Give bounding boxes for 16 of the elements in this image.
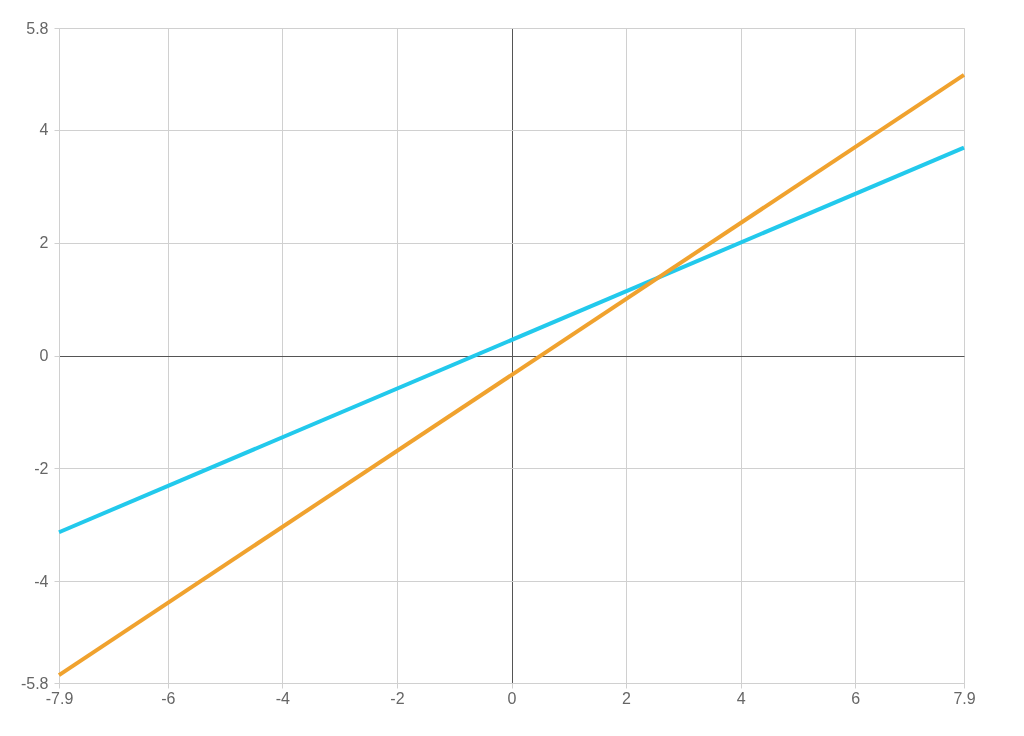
x-tick-label: 0 [507,689,517,707]
y-tick-label: 5.8 [26,19,49,37]
x-tick-label: 7.9 [953,689,976,707]
y-tick-label: 0 [39,347,49,364]
y-tick-label: -5.8 [20,674,49,692]
x-tick-label: -6 [161,689,176,707]
x-tick-label: 4 [736,689,746,707]
x-tick-label: 6 [851,689,861,707]
x-tick-label: -4 [275,689,291,707]
y-tick-label: 2 [39,234,49,252]
x-tick-label: -7.9 [45,689,74,707]
x-tick-label: 2 [622,689,632,707]
y-tick-label: -4 [34,572,49,590]
x-tick-label: -2 [390,689,405,707]
y-tick-label: 4 [39,121,49,139]
y-tick-label: -2 [34,459,49,477]
